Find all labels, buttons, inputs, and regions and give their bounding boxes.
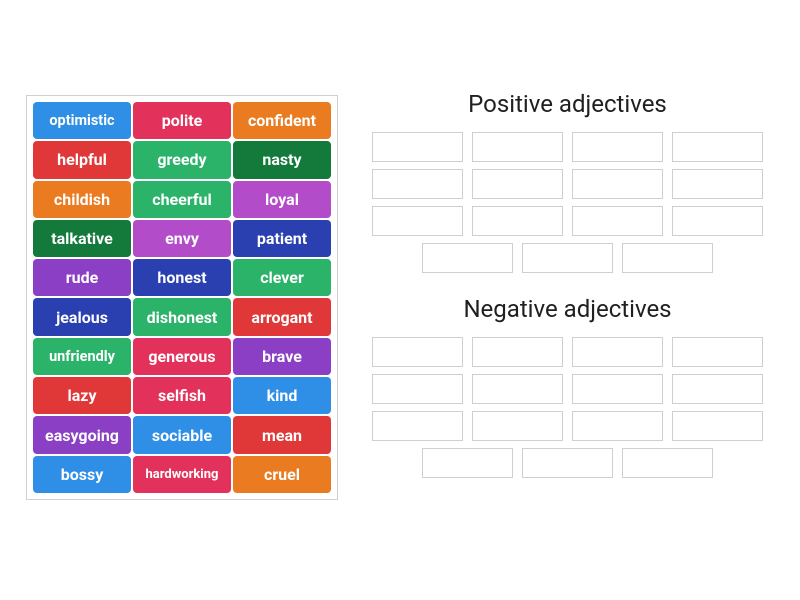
word-tile[interactable]: honest <box>133 259 231 296</box>
drop-groups-panel: Positive adjectives Negative adjectives <box>365 90 770 500</box>
drop-slots <box>365 337 770 478</box>
drop-slot[interactable] <box>672 411 763 441</box>
drop-slot[interactable] <box>472 411 563 441</box>
drop-slot[interactable] <box>572 206 663 236</box>
word-tile[interactable]: cruel <box>233 456 331 493</box>
word-tile[interactable]: talkative <box>33 220 131 257</box>
drop-slot[interactable] <box>672 374 763 404</box>
drop-slot[interactable] <box>472 374 563 404</box>
source-tile-panel: optimisticpoliteconfident helpfulgreedyna… <box>26 95 338 500</box>
drop-slot[interactable] <box>522 243 613 273</box>
word-tile[interactable]: clever <box>233 259 331 296</box>
drop-slot[interactable] <box>572 169 663 199</box>
drop-slot[interactable] <box>372 169 463 199</box>
word-tile[interactable]: nasty <box>233 141 331 178</box>
drop-slots <box>365 132 770 273</box>
word-tile[interactable]: hardworking <box>133 456 231 493</box>
drop-slot[interactable] <box>572 374 663 404</box>
drop-slot[interactable] <box>372 132 463 162</box>
tiles-grid: optimisticpoliteconfident helpfulgreedyna… <box>33 102 331 493</box>
drop-slot[interactable] <box>372 337 463 367</box>
drop-slot[interactable] <box>472 132 563 162</box>
word-tile[interactable]: greedy <box>133 141 231 178</box>
drop-slot[interactable] <box>622 243 713 273</box>
word-tile[interactable]: lazy <box>33 377 131 414</box>
word-tile[interactable]: easygoing <box>33 416 131 453</box>
word-tile[interactable]: helpful <box>33 141 131 178</box>
drop-slot[interactable] <box>372 206 463 236</box>
word-tile[interactable]: patient <box>233 220 331 257</box>
word-tile[interactable]: brave <box>233 338 331 375</box>
word-tile[interactable]: confident <box>233 102 331 139</box>
word-tile[interactable]: jealous <box>33 298 131 335</box>
drop-slot[interactable] <box>422 448 513 478</box>
drop-slot[interactable] <box>572 411 663 441</box>
word-tile[interactable]: generous <box>133 338 231 375</box>
word-tile[interactable]: sociable <box>133 416 231 453</box>
drop-slot[interactable] <box>622 448 713 478</box>
drop-slot[interactable] <box>522 448 613 478</box>
group-title: Negative adjectives <box>365 295 770 323</box>
word-tile[interactable]: polite <box>133 102 231 139</box>
word-tile[interactable]: optimistic <box>33 102 131 139</box>
word-tile[interactable]: arrogant <box>233 298 331 335</box>
word-tile[interactable]: dishonest <box>133 298 231 335</box>
drop-slot[interactable] <box>472 337 563 367</box>
group-title: Positive adjectives <box>365 90 770 118</box>
drop-slot[interactable] <box>672 169 763 199</box>
word-tile[interactable]: selfish <box>133 377 231 414</box>
drop-slot[interactable] <box>472 206 563 236</box>
drop-slot[interactable] <box>372 374 463 404</box>
word-tile[interactable]: loyal <box>233 181 331 218</box>
word-tile[interactable]: kind <box>233 377 331 414</box>
drop-slot[interactable] <box>672 337 763 367</box>
word-tile[interactable]: mean <box>233 416 331 453</box>
drop-slot[interactable] <box>372 411 463 441</box>
word-tile[interactable]: bossy <box>33 456 131 493</box>
drop-slot[interactable] <box>672 132 763 162</box>
word-tile[interactable]: rude <box>33 259 131 296</box>
drop-slot[interactable] <box>572 337 663 367</box>
drop-slot[interactable] <box>672 206 763 236</box>
word-tile[interactable]: unfriendly <box>33 338 131 375</box>
word-tile[interactable]: childish <box>33 181 131 218</box>
drop-slot[interactable] <box>472 169 563 199</box>
drop-slot[interactable] <box>572 132 663 162</box>
word-tile[interactable]: envy <box>133 220 231 257</box>
word-tile[interactable]: cheerful <box>133 181 231 218</box>
drop-slot[interactable] <box>422 243 513 273</box>
